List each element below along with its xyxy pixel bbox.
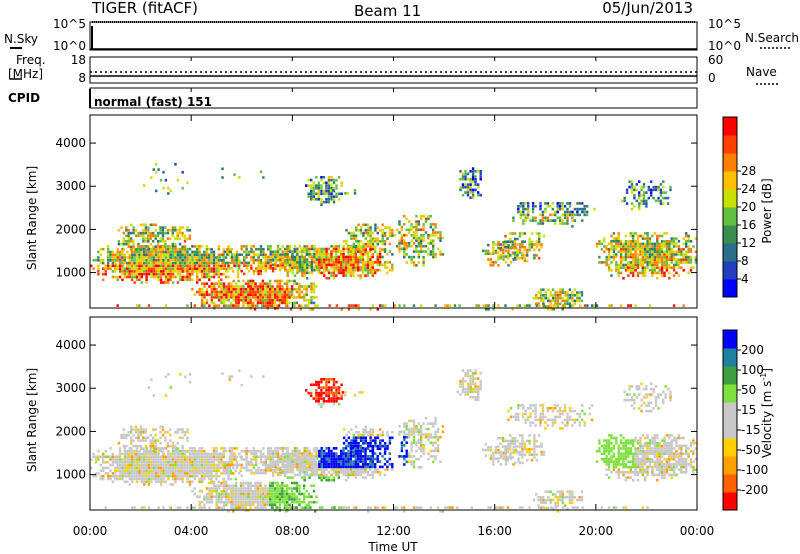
x-axis: 00:00 04:00 08:00 12:00 16:00 20:00 00:00 <box>73 57 715 538</box>
colorbar-swatch <box>723 171 737 190</box>
freq-label-line1: Freq. <box>16 53 46 67</box>
x-tick-label: 12:00 <box>376 524 411 538</box>
colorbar-tick-label: -50 <box>741 443 761 457</box>
colorbar-tick-label: 50 <box>741 383 756 397</box>
nave-tick-bottom: 0 <box>708 71 716 85</box>
date-label: 05/Jun/2013 <box>602 0 693 17</box>
y-tick-label: 4000 <box>55 338 86 352</box>
colorbar-swatch <box>723 402 737 421</box>
nsearch-label: N.Search <box>745 31 799 45</box>
colorbar-swatch <box>723 438 737 457</box>
colorbar-swatch <box>723 330 737 349</box>
power-panel: 1000 2000 3000 4000 Slant Range [km] <box>25 114 698 311</box>
x-tick-label: 16:00 <box>477 524 512 538</box>
velocity-heatmap <box>90 369 697 513</box>
colorbar-tick-label: -15 <box>741 423 761 437</box>
colorbar-tick-label: 4 <box>741 272 749 286</box>
nsearch-tick-top: 10^5 <box>708 17 741 31</box>
velocity-ylabel: Slant Range [km] <box>25 368 39 472</box>
colorbar-tick-label: -200 <box>741 483 768 497</box>
colorbar-swatch <box>723 261 737 280</box>
colorbar-swatch <box>723 348 737 367</box>
colorbar-swatch <box>723 243 737 262</box>
colorbar-tick-label: 200 <box>741 343 764 357</box>
colorbar-swatch <box>723 420 737 439</box>
velocity-colorbar-label: Velocity [m s-1] <box>759 368 774 458</box>
colorbar-swatch <box>723 135 737 154</box>
x-tick-label: 08:00 <box>275 524 310 538</box>
colorbar-swatch <box>723 153 737 172</box>
colorbar-swatch <box>723 474 737 493</box>
nsky-tick-bottom: 10^0 <box>53 39 86 53</box>
colorbar-tick-label: 28 <box>741 164 756 178</box>
colorbar-swatch <box>723 117 737 136</box>
power-colorbar-label: Power [dB] <box>760 178 774 243</box>
radar-title: TIGER (fitACF) <box>91 0 198 17</box>
colorbar-swatch <box>723 492 737 511</box>
y-tick-label: 2000 <box>55 424 86 438</box>
freq-label-line2: [MHz] <box>8 67 43 81</box>
y-tick-label: 3000 <box>55 179 86 193</box>
freq-tick-top: 18 <box>71 53 86 67</box>
y-tick-label: 2000 <box>55 222 86 236</box>
x-tick-label: 20:00 <box>579 524 614 538</box>
colorbar-tick-label: 100 <box>741 363 764 377</box>
colorbar-tick-label: 12 <box>741 236 756 250</box>
colorbar-swatch <box>723 225 737 244</box>
velocity-panel: 1000 2000 3000 4000 Slant Range [km] <box>25 316 698 513</box>
power-heatmap <box>90 163 697 311</box>
colorbar-tick-label: 8 <box>741 254 749 268</box>
y-tick-label: 4000 <box>55 136 86 150</box>
y-tick-label: 1000 <box>55 468 86 482</box>
colorbar-swatch <box>723 207 737 226</box>
y-tick-label: 3000 <box>55 381 86 395</box>
freq-tick-bottom: 8 <box>78 71 86 85</box>
x-tick-label: 00:00 <box>73 524 108 538</box>
power-ylabel: Slant Range [km] <box>25 166 39 270</box>
colorbar-swatch <box>723 384 737 403</box>
colorbar-tick-label: 15 <box>741 403 756 417</box>
nsky-tick-top: 10^5 <box>53 17 86 31</box>
x-tick-label: 00:00 <box>680 524 715 538</box>
cpid-label: CPID <box>8 91 40 105</box>
nsky-panel <box>89 21 698 51</box>
x-tick-label: 04:00 <box>174 524 209 538</box>
velocity-colorbar: -200 -100 -50 -15 15 50 100 200 <box>722 329 768 511</box>
x-axis-label: Time UT <box>367 540 418 554</box>
colorbar-swatch <box>723 456 737 475</box>
colorbar-swatch <box>723 279 737 298</box>
nsearch-tick-bottom: 10^0 <box>708 39 741 53</box>
nave-tick-top: 60 <box>708 53 723 67</box>
power-colorbar: 4 8 12 16 20 24 28 <box>722 116 756 298</box>
colorbar-swatch <box>723 189 737 208</box>
y-tick-label: 1000 <box>55 266 86 280</box>
beam-label: Beam 11 <box>354 2 421 20</box>
cpid-value: normal (fast) 151 <box>94 95 212 109</box>
nave-label: Nave <box>746 65 777 79</box>
colorbar-tick-label: 16 <box>741 218 756 232</box>
colorbar-tick-label: 24 <box>741 182 756 196</box>
colorbar-swatch <box>723 366 737 385</box>
colorbar-tick-label: -100 <box>741 463 768 477</box>
nsky-label: N.Sky <box>4 32 38 46</box>
colorbar-tick-label: 20 <box>741 200 756 214</box>
